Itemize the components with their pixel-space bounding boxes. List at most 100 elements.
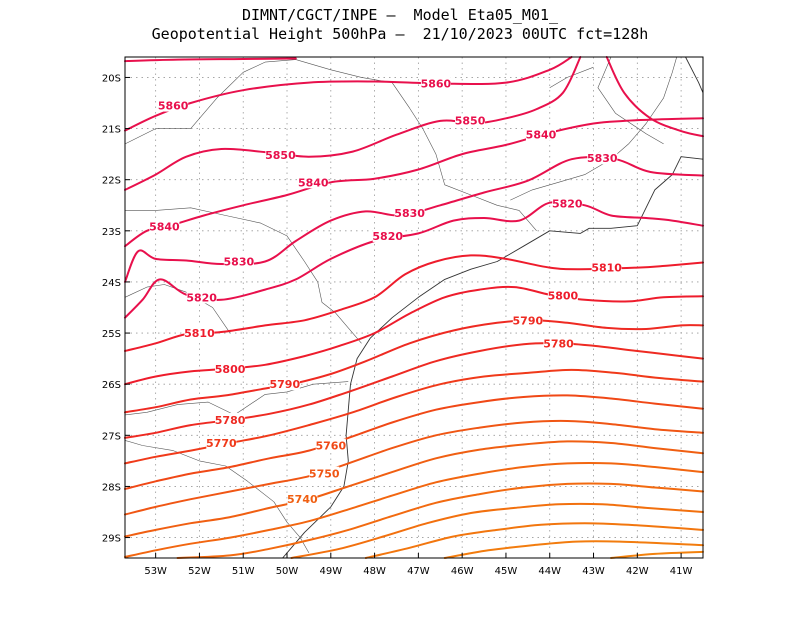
contour-5840-4 [124,117,704,248]
y-tick-label-8: 28S [102,482,121,493]
map-title-line2: Geopotential Height 500hPa – 21/10/2023 … [151,25,649,43]
contour-5820-6 [124,200,704,319]
y-tick-label-0: 20S [102,73,121,84]
contour-label-5-0: 5830 [224,255,255,268]
contour-label-9-0: 5790 [270,378,301,391]
contour-5750-13 [124,419,704,516]
x-tick-label-3: 50W [276,566,299,577]
contour-label-bg-8-0 [215,361,246,375]
contour-label-bg-9-1 [512,313,543,327]
contour-label-8-0: 5800 [215,363,246,376]
contour-label-4-2: 5840 [526,129,557,142]
contour-label-2-1: 5850 [455,114,486,127]
contour-label-bg-7-0 [184,326,215,340]
contour-label-6-0: 5820 [186,291,217,304]
contour-label-bg-9-0 [269,377,300,391]
map-ticks: 53W 52W 51W 50W 49W 48W 47W 46W 45W 44W 43W 42W 41W 2… [102,73,693,577]
contour-5850-3 [605,56,704,138]
contour-label-bg-10-0 [215,412,246,426]
contour-5740-14 [124,440,704,538]
contour-label-bg-2-1 [455,113,486,127]
contour-label-bg-5-1 [394,205,425,219]
contour-label-14-0: 5740 [287,493,318,506]
x-tick-label-10: 43W [582,566,605,577]
contour-5730-15 [124,461,704,558]
contour-5720-16 [176,482,704,559]
contour-label-1-1: 5860 [421,78,452,91]
y-tick-label-2: 22S [102,176,121,187]
x-tick-label-1: 52W [188,566,211,577]
contour-label-9-1: 5790 [513,314,544,327]
border-state-9 [597,56,664,145]
contour-label-10-1: 5780 [543,337,574,350]
contour-label-bg-1-1 [420,76,451,90]
y-tick-label-5: 25S [102,329,121,340]
contour-label-bg-6-1 [372,228,403,242]
contour-label-bg-6-0 [186,290,217,304]
y-tick-label-6: 26S [102,380,121,391]
contour-label-5-1: 5830 [394,207,425,220]
map-title-line1: DIMNT/CGCT/INPE – Model Eta05_M01_ [241,6,559,24]
x-tick-label-11: 42W [626,566,649,577]
contour-5850-2 [124,56,582,191]
x-tick-label-2: 51W [232,566,255,577]
contour-5860-0 [124,57,297,63]
x-tick-label-6: 47W [407,566,430,577]
y-tick-label-4: 24S [102,278,121,289]
contour-label-8-1: 5800 [548,290,579,303]
contour-5780-10 [124,342,704,439]
contour-label-bg-2-0 [265,148,296,162]
contour-label-bg-4-0 [149,219,180,233]
contour-label-bg-5-2 [587,151,618,165]
border-coast-0 [685,56,704,93]
contour-label-bg-1-0 [158,98,189,112]
y-tick-label-7: 27S [102,431,121,442]
contour-label-bg-13-0 [309,466,340,480]
contour-5710-17 [290,502,704,559]
contour-label-bg-4-1 [298,175,329,189]
contour-5700-18 [364,522,704,559]
x-tick-label-9: 44W [538,566,561,577]
border-state-4 [124,59,537,231]
contour-label-2-0: 5850 [265,149,296,162]
contour-label-6-2: 5820 [552,198,583,211]
x-tick-label-12: 41W [670,566,693,577]
contour-label-11-0: 5770 [206,437,237,450]
contour-label-4-0: 5840 [149,221,180,234]
contour-label-bg-7-1 [591,260,622,274]
contour-label-bg-10-1 [543,336,574,350]
x-tick-label-8: 45W [495,566,518,577]
border-state-8 [549,66,594,88]
x-tick-label-5: 48W [363,566,386,577]
contour-label-13-0: 5750 [309,468,340,481]
contour-label-bg-8-1 [547,288,578,302]
map-background [125,57,703,558]
contour-5790-9 [124,319,704,414]
contour-label-bg-11-0 [206,435,237,449]
contour-label-10-0: 5780 [215,414,246,427]
y-tick-label-9: 29S [102,534,121,545]
contour-5680-20 [610,550,704,559]
contour-label-12-0: 5760 [315,440,346,453]
contour-5690-19 [443,540,704,559]
map-frame [124,56,704,559]
border-state-3 [124,440,310,554]
y-tick-label-1: 21S [102,125,121,136]
contour-label-bg-14-0 [287,492,318,506]
map-contour-labels: 5860 5860 5850 5850 5840 5840 5840 5830 5830 5830… [149,76,622,506]
y-tick-label-3: 23S [102,227,121,238]
contour-5760-12 [124,394,704,490]
contour-label-bg-4-2 [525,127,556,141]
contour-label-6-1: 5820 [372,230,403,243]
x-tick-label-0: 53W [144,566,167,577]
contour-label-bg-12-0 [315,438,346,452]
border-coast-1 [282,156,704,559]
contour-label-7-0: 5810 [184,327,215,340]
x-tick-label-4: 49W [319,566,342,577]
contour-5830-5 [124,156,704,283]
map-borders [124,56,704,559]
border-state-5 [125,207,362,344]
contour-label-4-1: 5840 [298,176,329,189]
contour-label-bg-6-2 [552,196,583,210]
